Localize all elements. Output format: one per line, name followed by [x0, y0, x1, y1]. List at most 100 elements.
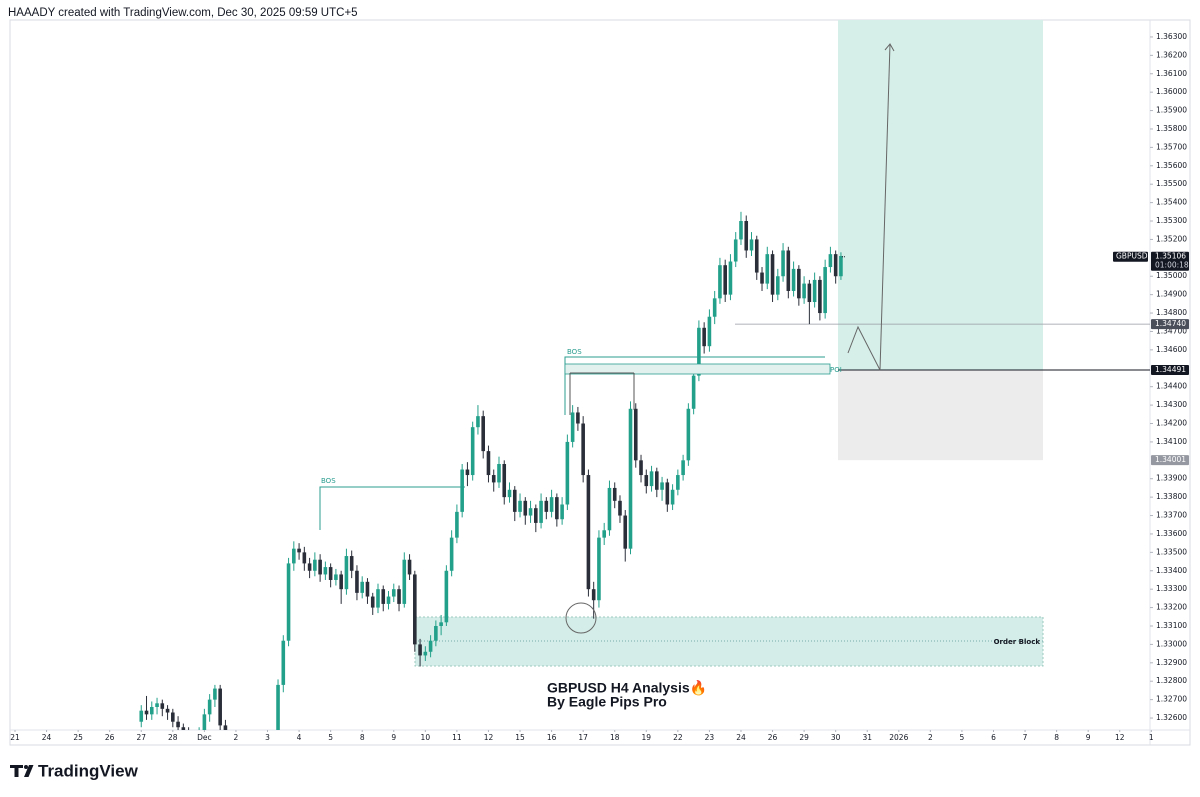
- x-tick-label: 5: [328, 733, 333, 742]
- candle-body: [686, 408, 691, 461]
- candle-body: [612, 487, 617, 501]
- candle-body: [481, 416, 486, 452]
- symbol-box: [1113, 251, 1148, 262]
- candle-body: [797, 268, 801, 299]
- y-tick-label: 1.33700: [1156, 511, 1187, 520]
- candle-body: [260, 755, 264, 764]
- candle-body: [402, 559, 407, 604]
- candle-body: [660, 482, 664, 490]
- footer-logo: TradingView: [10, 761, 139, 780]
- x-tick-label: 8: [360, 733, 365, 742]
- x-tick-label: 18: [610, 733, 620, 742]
- candle-body: [239, 755, 243, 762]
- x-tick-label: 8: [1054, 733, 1059, 742]
- y-tick-label: 1.34100: [1156, 437, 1187, 446]
- y-tick-label: 1.34600: [1156, 345, 1187, 354]
- candle-body: [591, 589, 596, 601]
- candle-body: [160, 703, 165, 709]
- plot: [139, 211, 845, 770]
- level-label: 1.34740: [1155, 319, 1186, 328]
- candle-body: [171, 712, 175, 722]
- candle-body: [491, 475, 496, 483]
- annotation-subtitle: By Eagle Pips Pro: [547, 694, 667, 710]
- candle-body: [323, 567, 328, 575]
- candle-body: [355, 570, 359, 593]
- y-tick-label: 1.34200: [1156, 419, 1187, 428]
- x-tick-label: 5: [960, 733, 965, 742]
- candle-body: [534, 508, 538, 523]
- candle-body: [386, 596, 391, 604]
- candle-body: [397, 589, 401, 604]
- x-tick-label: 25: [73, 733, 83, 742]
- candle-body: [786, 250, 791, 291]
- x-tick-label: 7: [1023, 733, 1028, 742]
- target-zone: [838, 20, 1043, 370]
- x-tick-label: Dec: [197, 733, 212, 742]
- candle-body: [418, 644, 422, 656]
- chart-frame: [9, 19, 1191, 746]
- x-tick-label: 23: [705, 733, 715, 742]
- x-tick-label: 24: [736, 733, 746, 742]
- annotation-title: GBPUSD H4 Analysis🔥: [547, 680, 707, 697]
- candle-body: [833, 254, 838, 277]
- candle-body: [770, 254, 775, 295]
- y-tick-label: 1.35600: [1156, 161, 1187, 170]
- candle-body: [313, 559, 317, 571]
- candle-body: [339, 574, 343, 590]
- countdown-label: 01:00:18: [1155, 261, 1189, 270]
- candle-body: [255, 764, 259, 770]
- candle-body: [202, 714, 207, 730]
- stop-label-box: [1151, 455, 1189, 466]
- candle-body: [549, 497, 554, 512]
- candle-body: [723, 265, 727, 295]
- candle-body: [765, 254, 770, 284]
- candle-body: [486, 451, 491, 476]
- candle-body: [754, 239, 759, 273]
- candle-body: [155, 703, 159, 707]
- candle-body: [413, 574, 417, 645]
- y-tick-label: 1.35000: [1156, 271, 1187, 280]
- candle-body: [581, 423, 585, 476]
- candle-body: [749, 239, 754, 251]
- y-tick-label: 1.34300: [1156, 400, 1187, 409]
- x-tick-label: 11: [452, 733, 462, 742]
- candle-body: [344, 556, 349, 590]
- candle-body: [318, 559, 322, 575]
- candle-body: [470, 427, 475, 476]
- candle-body: [502, 464, 507, 498]
- candle-body: [702, 327, 706, 347]
- order-block-zone: [414, 616, 1044, 667]
- candle-body: [807, 283, 812, 303]
- y-tick-label: 1.36200: [1156, 50, 1187, 59]
- last-price-box: [1151, 251, 1189, 271]
- footer-brand: TradingView: [38, 761, 139, 780]
- candle-body: [307, 563, 312, 571]
- logo-mark: [10, 765, 23, 777]
- candle-body: [565, 441, 570, 505]
- candle-body: [697, 327, 701, 376]
- candle-body: [670, 489, 675, 505]
- arrow-head: [884, 43, 895, 52]
- candle-body: [560, 504, 564, 520]
- order-block-label: Order Block: [994, 638, 1041, 646]
- candle-body: [271, 740, 275, 751]
- x-tick-label: 15: [515, 733, 525, 742]
- entry-label-box: [1151, 364, 1189, 375]
- projection-arrow: [847, 43, 891, 371]
- y-tick-label: 1.33600: [1156, 529, 1187, 538]
- candle-body: [576, 412, 580, 424]
- y-tick-label: 1.34800: [1156, 308, 1187, 317]
- candle-body: [218, 688, 222, 726]
- candle-body: [681, 460, 685, 476]
- candle-body: [165, 708, 170, 713]
- y-tick-label: 1.32800: [1156, 676, 1187, 685]
- x-tick-label: 1: [1149, 733, 1154, 742]
- candle-body: [739, 221, 743, 240]
- candle-body: [781, 250, 785, 277]
- candle-body: [449, 537, 454, 571]
- candle-body: [144, 710, 149, 715]
- logo-mark: [24, 765, 28, 769]
- candle-body: [791, 268, 796, 291]
- stop-zone: [838, 369, 1043, 461]
